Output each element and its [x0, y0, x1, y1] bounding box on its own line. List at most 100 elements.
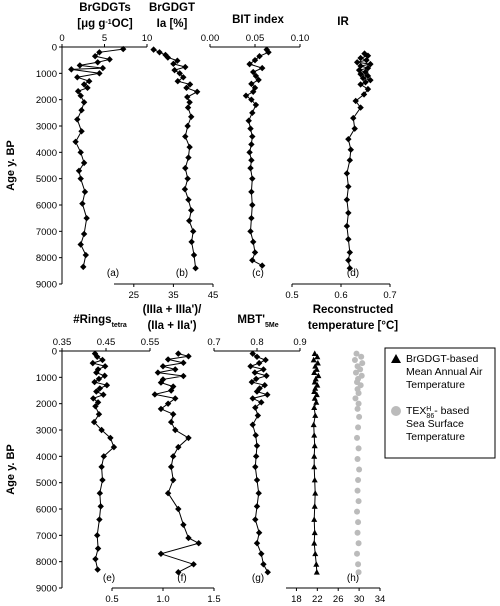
data-point: [77, 149, 84, 156]
data-point: [82, 251, 89, 259]
data-point: [80, 81, 88, 88]
x-tick-label: 0.8: [250, 337, 263, 348]
x-tick-label: 45: [208, 290, 219, 301]
y-tick-label: 8000: [36, 557, 57, 568]
data-point: [311, 476, 318, 483]
data-point: [362, 79, 369, 86]
y-tick-label: 6000: [36, 201, 57, 212]
data-point: [99, 356, 106, 364]
data-point: [343, 222, 351, 230]
y-tick-label: 0: [52, 43, 57, 54]
data-point: [249, 350, 256, 357]
data-point: [346, 249, 354, 256]
data-point: [167, 463, 175, 471]
data-point: [364, 64, 372, 72]
data-point: [354, 529, 361, 536]
data-point: [193, 88, 201, 95]
x-tick-label: 0.45: [97, 337, 116, 348]
data-point: [100, 391, 107, 398]
series-line: [346, 53, 372, 269]
data-point: [353, 350, 360, 357]
data-point: [96, 70, 103, 77]
data-point: [172, 426, 179, 434]
data-point: [355, 400, 362, 407]
data-point: [252, 453, 260, 460]
data-point: [186, 143, 193, 151]
data-point: [190, 228, 197, 235]
data-point: [180, 359, 187, 367]
panel-title: (IIIa + IIIa')/: [143, 304, 202, 316]
data-point: [249, 133, 256, 140]
legend-label: TEX86H - based: [406, 405, 469, 420]
x-tick-label: 10: [142, 33, 153, 44]
data-point: [345, 257, 352, 264]
data-point: [157, 550, 165, 557]
data-point: [248, 141, 255, 148]
data-point: [255, 529, 263, 536]
data-point: [314, 359, 321, 366]
data-point: [120, 45, 127, 53]
data-point: [313, 561, 320, 567]
data-point: [354, 508, 361, 515]
y-axis-label: Age y. BP: [5, 140, 17, 191]
data-point: [362, 68, 369, 76]
data-point: [358, 353, 365, 360]
data-point: [251, 56, 259, 64]
panel-d: IR 0.5 0.6 0.7 (d): [285, 16, 396, 301]
data-point: [263, 372, 270, 379]
data-point: [346, 157, 354, 164]
data-point: [80, 263, 87, 271]
data-point: [190, 251, 198, 259]
data-point: [72, 138, 79, 145]
data-point: [184, 175, 191, 182]
data-point: [170, 60, 177, 68]
data-point: [185, 196, 192, 203]
data-point: [250, 88, 257, 95]
data-point: [242, 92, 250, 99]
panel-title: BrGDGT: [149, 2, 195, 14]
data-point: [310, 356, 317, 363]
data-point: [176, 70, 183, 77]
data-point: [314, 382, 321, 388]
data-point: [311, 442, 318, 449]
y-tick-label: 0: [52, 347, 57, 358]
data-point: [94, 59, 101, 66]
data-point: [350, 114, 357, 122]
data-point: [356, 413, 363, 420]
data-point: [355, 477, 362, 484]
x-tick-label: 25: [129, 290, 140, 301]
data-point: [361, 50, 368, 57]
data-point: [167, 418, 175, 426]
data-point: [181, 186, 189, 193]
panel-label: (c): [252, 268, 264, 279]
data-point: [172, 395, 179, 402]
y-tick-label: 5000: [36, 478, 57, 489]
data-point: [311, 378, 318, 385]
data-point: [311, 503, 318, 509]
legend-marker: [391, 354, 401, 363]
data-point: [174, 57, 181, 64]
data-point: [255, 359, 263, 367]
data-point: [255, 76, 262, 84]
data-point: [170, 411, 177, 418]
data-point: [96, 49, 103, 56]
data-point: [253, 540, 261, 547]
data-point: [313, 399, 320, 405]
data-point: [101, 363, 109, 370]
data-point: [253, 476, 261, 484]
data-point: [311, 540, 318, 546]
data-point: [252, 404, 259, 411]
x-tick-label: 0: [59, 33, 64, 44]
data-point: [367, 60, 374, 68]
data-point: [164, 356, 172, 363]
data-point: [311, 369, 318, 375]
panel-title: BrGDGTs: [79, 2, 131, 14]
data-point: [92, 555, 99, 563]
x-tick-label: 0.10: [291, 33, 310, 44]
data-point: [252, 101, 260, 109]
data-point: [103, 382, 111, 389]
data-point: [151, 391, 159, 398]
data-point: [184, 93, 191, 101]
